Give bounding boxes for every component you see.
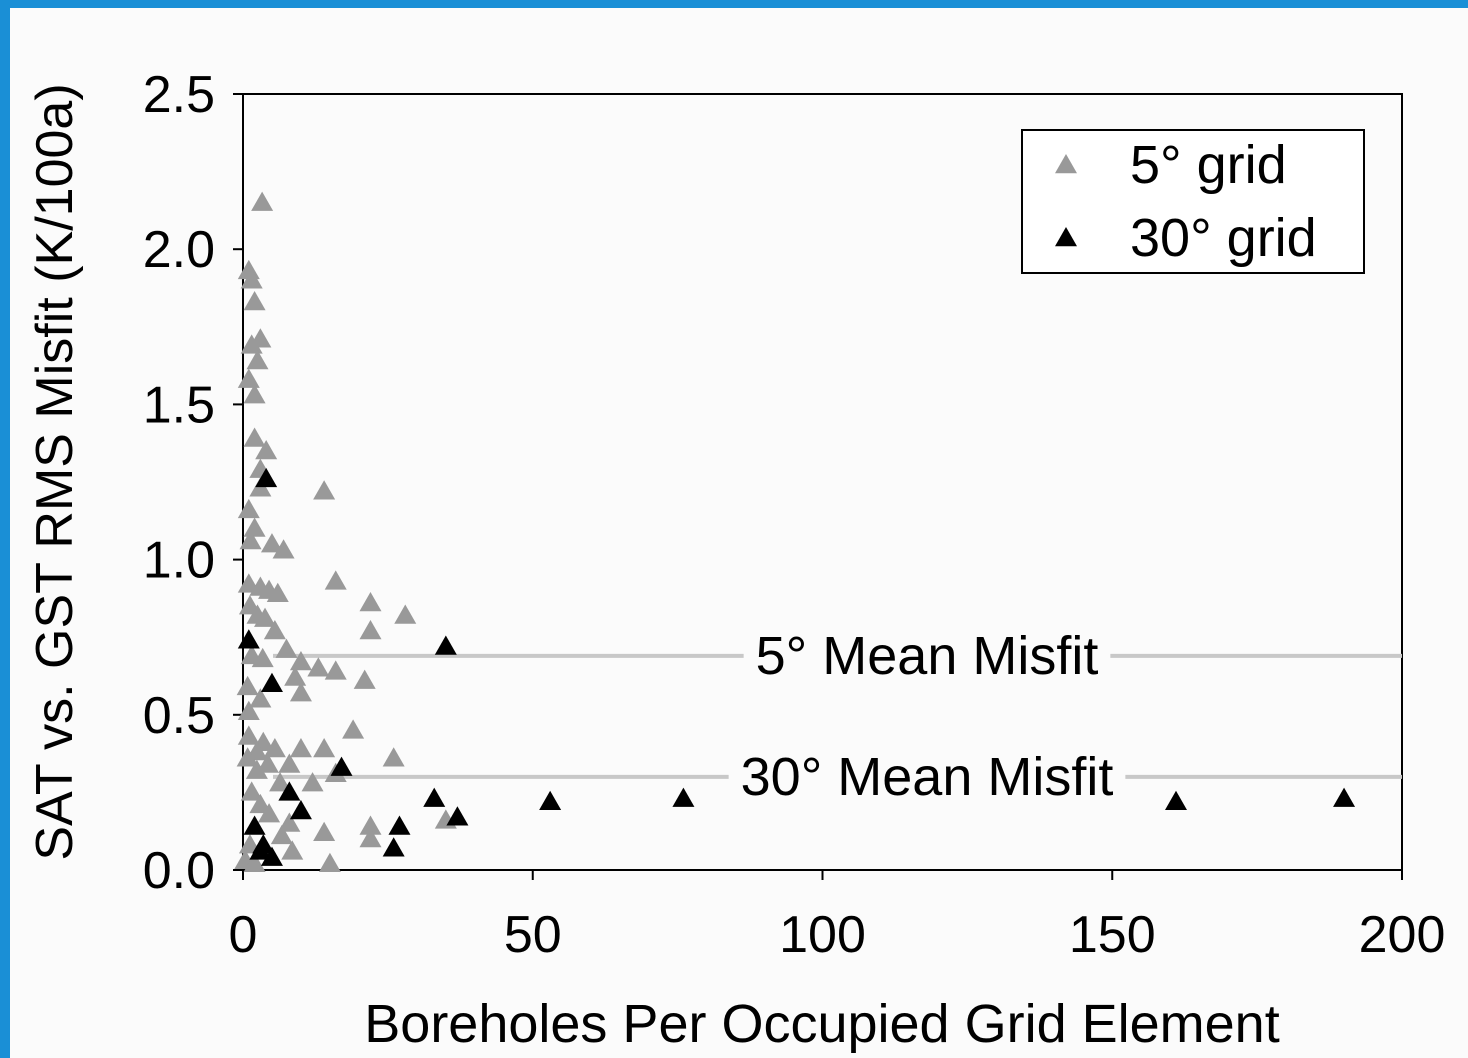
point bbox=[359, 815, 382, 835]
x-axis-label: Boreholes Per Occupied Grid Element bbox=[364, 994, 1279, 1054]
point bbox=[359, 619, 382, 640]
y-tick-label: 2.0 bbox=[143, 221, 215, 279]
point bbox=[446, 806, 469, 826]
point bbox=[237, 498, 260, 519]
point bbox=[236, 675, 259, 696]
point bbox=[272, 539, 295, 559]
point bbox=[313, 821, 336, 842]
point bbox=[255, 467, 278, 488]
point bbox=[353, 669, 376, 689]
point bbox=[281, 840, 304, 860]
x-tick-label: 200 bbox=[1359, 906, 1446, 964]
point bbox=[243, 517, 266, 537]
point bbox=[382, 837, 405, 857]
point bbox=[251, 191, 274, 211]
point bbox=[278, 812, 301, 832]
legend-label: 30° grid bbox=[1130, 208, 1317, 268]
point bbox=[243, 852, 266, 873]
point bbox=[330, 756, 353, 776]
legend-marker bbox=[1055, 227, 1077, 247]
point bbox=[245, 759, 268, 779]
point bbox=[324, 570, 347, 590]
point bbox=[260, 672, 283, 693]
point bbox=[251, 647, 274, 668]
point bbox=[359, 592, 382, 612]
point bbox=[249, 688, 272, 708]
point bbox=[539, 790, 562, 810]
point bbox=[240, 781, 263, 801]
point bbox=[240, 334, 263, 354]
point bbox=[246, 349, 269, 370]
point bbox=[256, 753, 279, 773]
point bbox=[243, 384, 266, 404]
point bbox=[307, 657, 330, 677]
point bbox=[269, 772, 292, 792]
point bbox=[260, 533, 283, 553]
point bbox=[254, 607, 277, 627]
point bbox=[258, 803, 281, 823]
legend-marker bbox=[1055, 154, 1077, 174]
point bbox=[255, 439, 278, 460]
y-tick-label: 0.0 bbox=[143, 842, 215, 900]
point bbox=[289, 682, 312, 702]
point bbox=[301, 772, 324, 792]
point bbox=[423, 787, 446, 807]
point bbox=[289, 737, 312, 758]
point bbox=[249, 793, 272, 814]
point bbox=[342, 719, 365, 739]
point bbox=[243, 290, 266, 311]
point bbox=[388, 815, 411, 835]
y-tick-label: 0.5 bbox=[143, 687, 215, 745]
point bbox=[289, 800, 312, 820]
point bbox=[243, 427, 266, 447]
x-tick-label: 0 bbox=[229, 906, 258, 964]
point bbox=[394, 604, 417, 624]
point bbox=[252, 834, 275, 854]
point bbox=[239, 529, 262, 550]
point bbox=[237, 700, 260, 720]
point bbox=[278, 781, 301, 801]
reference-label: 5° Mean Misfit bbox=[756, 626, 1099, 686]
point bbox=[313, 480, 336, 500]
y-tick-label: 2.5 bbox=[143, 66, 215, 124]
point bbox=[263, 737, 286, 758]
point bbox=[237, 368, 260, 388]
point bbox=[289, 651, 312, 671]
y-tick-label: 1.5 bbox=[143, 376, 215, 434]
point bbox=[263, 619, 286, 640]
point bbox=[236, 747, 259, 767]
point bbox=[237, 725, 260, 745]
point bbox=[260, 846, 283, 866]
point bbox=[672, 787, 695, 807]
point bbox=[278, 753, 301, 773]
point bbox=[270, 824, 293, 845]
point bbox=[275, 638, 298, 658]
x-tick-label: 50 bbox=[504, 906, 562, 964]
x-tick-label: 150 bbox=[1069, 906, 1156, 964]
point bbox=[324, 660, 347, 680]
legend-label: 5° grid bbox=[1130, 135, 1287, 195]
point bbox=[266, 582, 289, 602]
y-axis-label: SAT vs. GST RMS Misfit (K/100a) bbox=[26, 83, 84, 860]
reference-label: 30° Mean Misfit bbox=[741, 747, 1114, 807]
point bbox=[243, 815, 266, 835]
legend-box bbox=[1021, 129, 1365, 274]
point bbox=[1164, 790, 1187, 810]
point bbox=[240, 269, 263, 289]
y-tick-label: 1.0 bbox=[143, 532, 215, 590]
point bbox=[359, 827, 382, 848]
point bbox=[382, 747, 405, 767]
point bbox=[434, 635, 457, 655]
point bbox=[1333, 787, 1356, 807]
x-tick-label: 100 bbox=[779, 906, 866, 964]
point bbox=[284, 666, 307, 686]
point bbox=[318, 852, 341, 873]
point bbox=[313, 737, 336, 758]
point bbox=[237, 629, 260, 649]
